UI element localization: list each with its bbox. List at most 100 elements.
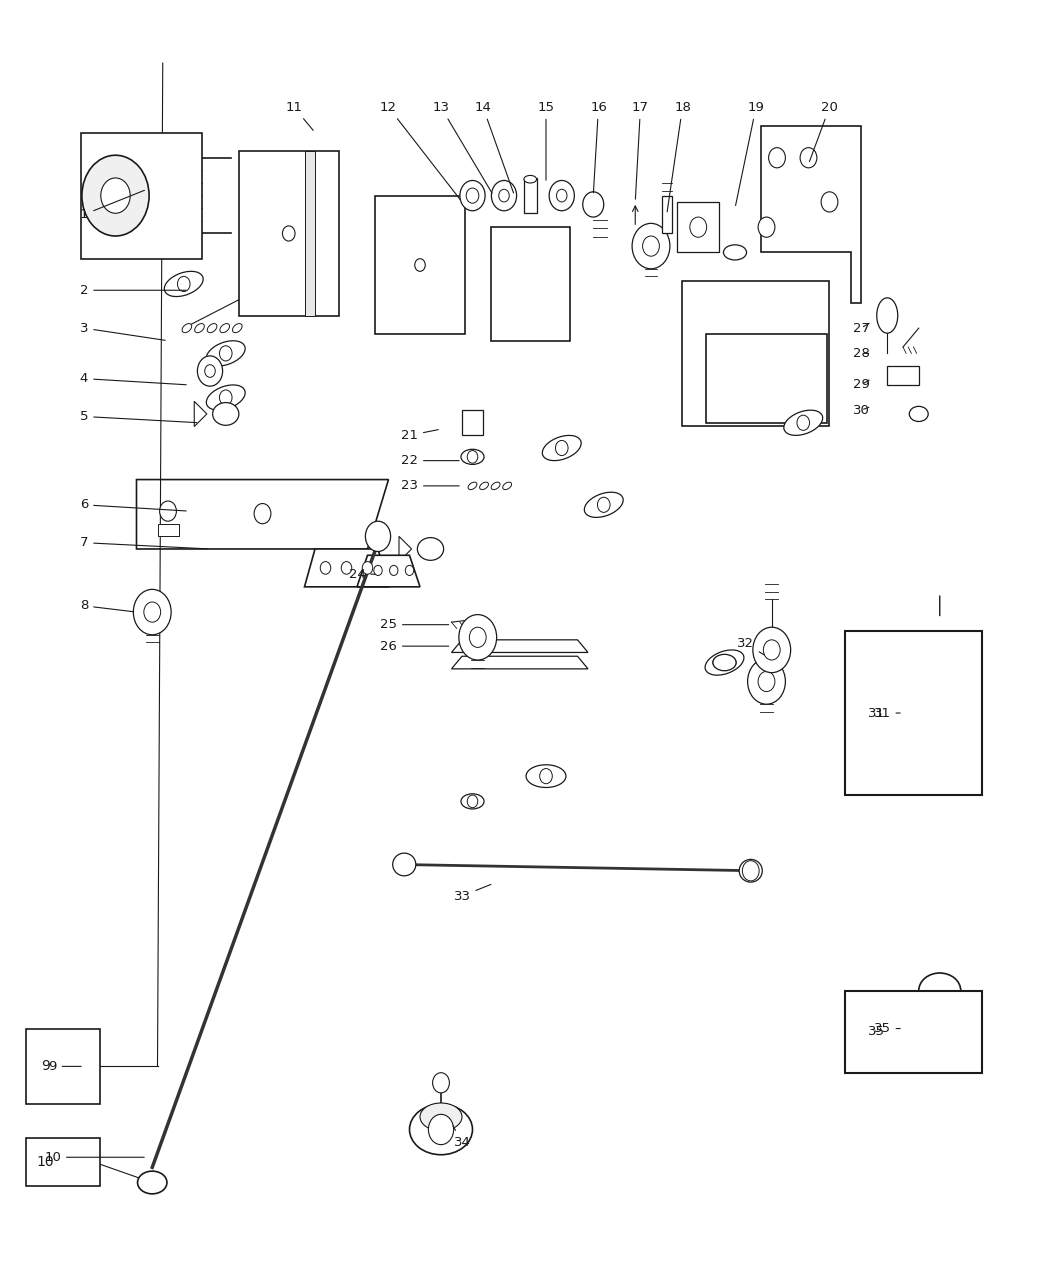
Circle shape: [583, 192, 604, 217]
Circle shape: [459, 615, 497, 660]
Ellipse shape: [491, 482, 500, 490]
Ellipse shape: [503, 482, 511, 490]
Polygon shape: [452, 656, 588, 669]
Circle shape: [556, 189, 567, 202]
Circle shape: [254, 504, 271, 524]
Ellipse shape: [219, 323, 230, 333]
Text: 28: 28: [853, 347, 869, 360]
Bar: [239, 151, 338, 316]
Circle shape: [133, 589, 171, 635]
FancyBboxPatch shape: [845, 991, 982, 1073]
FancyBboxPatch shape: [845, 631, 982, 795]
Circle shape: [415, 259, 425, 271]
Circle shape: [491, 180, 517, 211]
Circle shape: [769, 148, 785, 168]
Ellipse shape: [207, 385, 245, 410]
Text: 17: 17: [632, 101, 649, 199]
Text: 8: 8: [80, 599, 133, 612]
Circle shape: [469, 627, 486, 647]
Circle shape: [555, 440, 568, 456]
Circle shape: [690, 217, 707, 237]
Ellipse shape: [480, 482, 488, 490]
Circle shape: [82, 155, 149, 236]
Circle shape: [428, 1114, 454, 1145]
Ellipse shape: [585, 492, 623, 517]
Text: 34: 34: [453, 1126, 470, 1148]
Ellipse shape: [418, 538, 443, 560]
Ellipse shape: [739, 859, 762, 882]
Ellipse shape: [194, 323, 205, 333]
Ellipse shape: [165, 271, 203, 297]
Circle shape: [549, 180, 574, 211]
Circle shape: [718, 655, 731, 670]
Polygon shape: [399, 536, 412, 562]
Text: 9: 9: [41, 1059, 49, 1074]
Ellipse shape: [784, 410, 822, 435]
Circle shape: [763, 640, 780, 660]
Polygon shape: [304, 549, 388, 587]
Text: 25: 25: [380, 618, 448, 631]
Ellipse shape: [461, 449, 484, 464]
Circle shape: [467, 795, 478, 808]
FancyBboxPatch shape: [26, 1029, 100, 1104]
Bar: [491, 227, 569, 341]
Circle shape: [499, 189, 509, 202]
Text: 29: 29: [853, 379, 869, 391]
Circle shape: [101, 178, 130, 213]
Circle shape: [821, 192, 838, 212]
Polygon shape: [136, 480, 388, 549]
Ellipse shape: [723, 245, 747, 260]
Text: 31: 31: [868, 707, 885, 719]
Text: 10: 10: [37, 1155, 54, 1170]
Circle shape: [758, 671, 775, 692]
Bar: [662, 196, 672, 233]
Bar: [524, 178, 537, 213]
Ellipse shape: [207, 323, 217, 333]
Ellipse shape: [706, 650, 743, 675]
Text: 3: 3: [80, 322, 165, 341]
Circle shape: [390, 565, 398, 575]
Circle shape: [719, 656, 730, 669]
Circle shape: [219, 390, 232, 405]
Text: 24: 24: [349, 568, 375, 581]
Circle shape: [540, 769, 552, 784]
Text: 4: 4: [80, 372, 186, 385]
Ellipse shape: [182, 323, 192, 333]
Circle shape: [405, 565, 414, 575]
Circle shape: [931, 1031, 948, 1051]
Circle shape: [320, 562, 331, 574]
Polygon shape: [887, 366, 919, 385]
Text: 16: 16: [590, 101, 607, 193]
Text: 32: 32: [737, 637, 764, 655]
Bar: [682, 281, 830, 427]
Ellipse shape: [543, 435, 581, 461]
Text: 31: 31: [874, 707, 900, 719]
Ellipse shape: [420, 1103, 462, 1131]
Text: 35: 35: [868, 1025, 885, 1037]
Bar: [376, 196, 465, 334]
Text: 12: 12: [380, 101, 460, 199]
Polygon shape: [194, 401, 207, 427]
Text: 33: 33: [454, 885, 491, 902]
Circle shape: [197, 356, 223, 386]
Circle shape: [205, 365, 215, 377]
Text: 2: 2: [80, 284, 186, 297]
Bar: [158, 524, 179, 536]
Circle shape: [341, 562, 352, 574]
Text: 18: 18: [667, 101, 691, 212]
Circle shape: [374, 565, 382, 575]
Text: 15: 15: [538, 101, 554, 180]
Circle shape: [758, 217, 775, 237]
Text: 6: 6: [80, 498, 186, 511]
Polygon shape: [357, 555, 420, 587]
Circle shape: [219, 346, 232, 361]
Circle shape: [467, 451, 478, 463]
Circle shape: [800, 148, 817, 168]
Text: 13: 13: [433, 101, 492, 193]
Ellipse shape: [212, 403, 239, 425]
Bar: [462, 410, 483, 435]
Text: 21: 21: [401, 429, 438, 442]
Ellipse shape: [393, 853, 416, 876]
Circle shape: [433, 1073, 449, 1093]
Circle shape: [753, 627, 791, 673]
